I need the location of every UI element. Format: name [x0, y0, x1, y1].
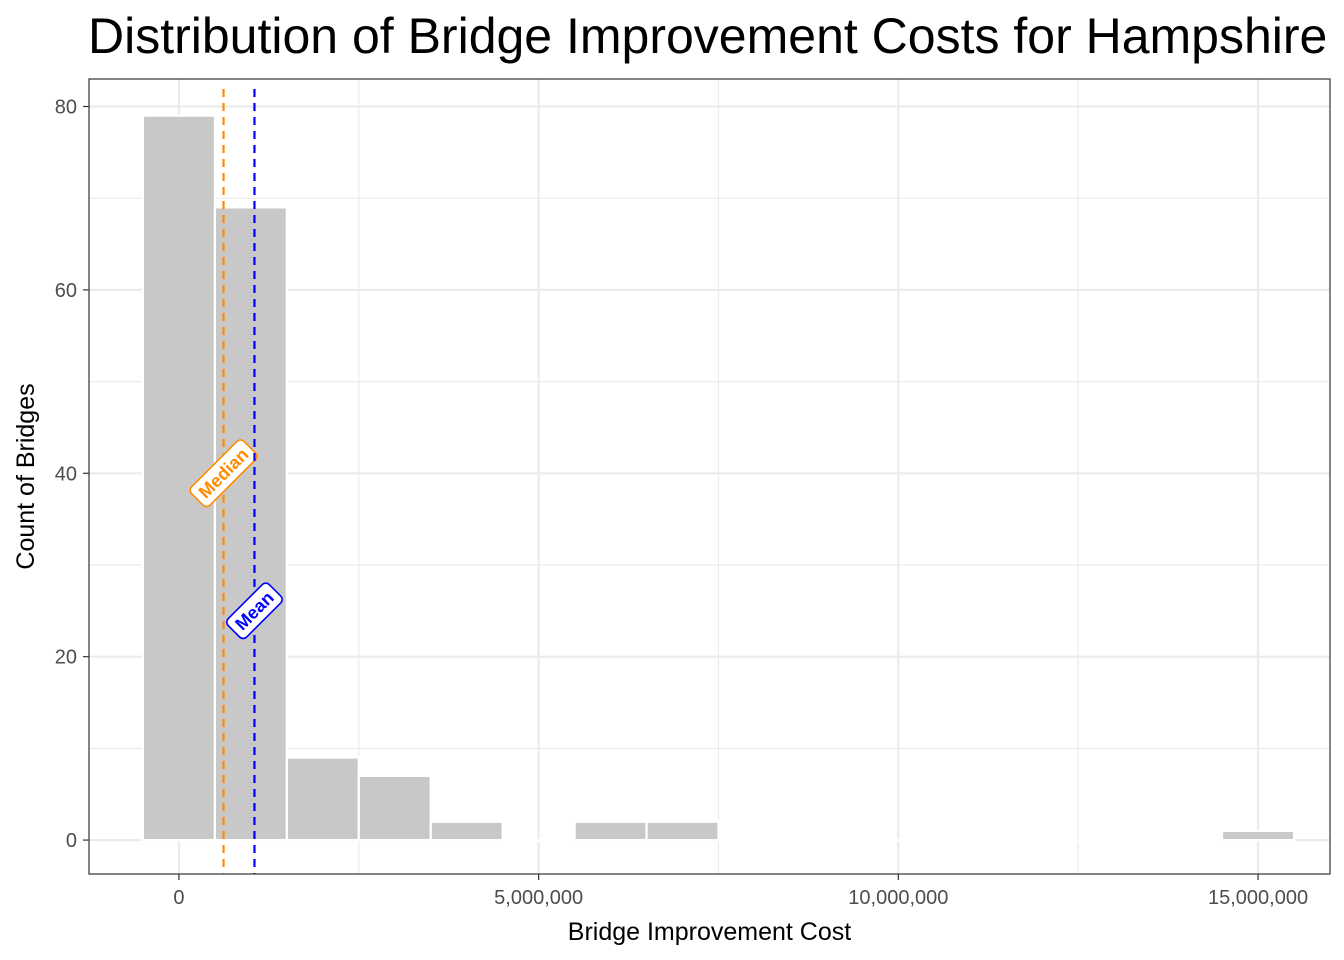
histogram-bar [573, 820, 648, 842]
y-tick-label: 20 [55, 647, 77, 669]
chart-title: Distribution of Bridge Improvement Costs… [88, 8, 1328, 64]
plot-panel-border [88, 78, 1331, 875]
y-tick-label: 60 [55, 280, 77, 302]
mean-label-box [226, 582, 283, 640]
minor-gridlines [89, 79, 1330, 874]
median-label-box [189, 439, 258, 508]
x-tick-label: 10,000,000 [848, 887, 948, 909]
y-axis-title: Count of Bridges [12, 383, 40, 569]
histogram-bar [285, 756, 360, 842]
x-axis: 0 5,000,000 10,000,000 15,000,000 [173, 874, 1308, 909]
histogram-bar [645, 820, 720, 842]
histogram-bar [357, 774, 432, 842]
histogram-bar [213, 206, 288, 842]
x-tick-label: 15,000,000 [1208, 887, 1308, 909]
histogram-bar [789, 838, 864, 842]
histogram-bar [1077, 838, 1152, 842]
histogram-bar [861, 838, 936, 842]
y-tick-label: 80 [55, 97, 77, 119]
x-axis-title: Bridge Improvement Cost [568, 918, 852, 946]
histogram-bar [429, 820, 504, 842]
y-tick-label: 40 [55, 463, 77, 485]
x-tick-label: 0 [173, 887, 184, 909]
histogram-bar [1149, 838, 1224, 842]
histogram-bar [717, 838, 792, 842]
histogram-bar [1005, 838, 1080, 842]
histogram-bar [501, 838, 576, 842]
histogram-bar [933, 838, 1008, 842]
histogram-bar [1220, 829, 1296, 842]
y-tick-label: 0 [66, 830, 77, 852]
x-tick-label: 5,000,000 [494, 887, 583, 909]
y-axis: 0 20 40 60 80 [55, 97, 89, 852]
